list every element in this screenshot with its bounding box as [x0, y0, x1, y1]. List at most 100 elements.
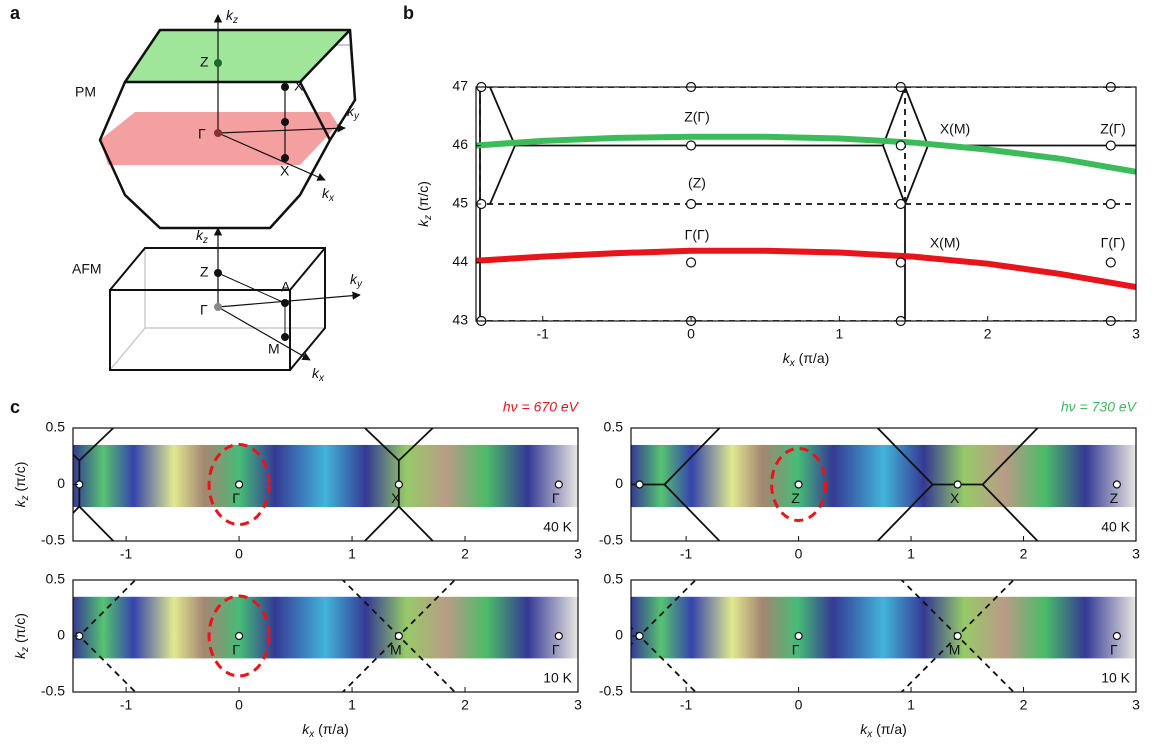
figure: a b c PM Z X Γ X kz ky kx AFM Z A Γ — [0, 0, 1152, 746]
axis-label-sub: y — [356, 279, 363, 290]
y-tick-label: 0.5 — [604, 419, 624, 435]
high-symmetry-point — [795, 633, 802, 640]
y-tick-label: 0 — [615, 627, 623, 643]
lattice-point — [896, 141, 905, 150]
zone-boundary — [883, 146, 905, 205]
annotation: (Z) — [688, 175, 706, 191]
plot-area — [0, 516, 578, 746]
temperature-label: 10 K — [543, 670, 572, 686]
axis-title: kx (π/a) — [302, 721, 349, 740]
x-tick-label: 1 — [348, 546, 356, 562]
y-tick-label: 43 — [452, 312, 468, 328]
pm-label: PM — [75, 84, 96, 100]
x-tick-label: 0 — [687, 326, 695, 342]
y-tick-label: 47 — [452, 78, 468, 94]
temperature-label: 40 K — [543, 519, 572, 535]
x-tick-label: 0 — [795, 546, 803, 562]
afm-zone — [110, 228, 360, 370]
spectral-map — [631, 597, 1136, 659]
x-tick-label: 3 — [1132, 697, 1140, 713]
annotation: Γ(Γ) — [685, 227, 710, 243]
point-label: Γ — [232, 490, 240, 506]
high-symmetry-point — [636, 481, 643, 488]
y-tick-label: 45 — [452, 195, 468, 211]
spectral-map — [73, 445, 578, 507]
annotation: Z(Γ) — [1100, 121, 1126, 137]
point-label: M — [390, 642, 402, 658]
x-tick-label: 0 — [795, 697, 803, 713]
axis-label: ky — [350, 271, 363, 290]
axis-title-rest: (π/a) — [872, 721, 907, 737]
y-tick-label: 46 — [452, 136, 468, 152]
high-symmetry-point — [555, 633, 562, 640]
zone-boundary — [490, 87, 515, 146]
plot-area — [520, 516, 1136, 746]
high-symmetry-point — [395, 633, 402, 640]
y-tick-label: 0 — [57, 627, 65, 643]
lattice-point — [1106, 141, 1115, 150]
point-label: Z — [200, 264, 209, 280]
point-label: Γ — [1110, 642, 1118, 658]
y-tick-label: -0.5 — [599, 683, 623, 699]
x-tick-label: 1 — [348, 697, 356, 713]
x-tick-label: 1 — [835, 326, 843, 342]
photon-energy: hν = 730 eV — [1061, 399, 1138, 415]
x-tick-label: 3 — [574, 546, 582, 562]
point-label: M — [268, 341, 280, 357]
x-tick-label: 2 — [1020, 697, 1028, 713]
spectral-map — [631, 445, 1136, 507]
point-label: Z — [791, 490, 800, 506]
afm-label: AFM — [72, 261, 102, 277]
x-tick-label: 0 — [235, 546, 243, 562]
axis-title-rest: (π/c) — [415, 181, 431, 215]
point-label: Γ — [232, 642, 240, 658]
high-symmetry-point — [954, 481, 961, 488]
y-tick-label: -0.5 — [599, 532, 623, 548]
axis-label-sub: x — [328, 193, 335, 204]
y-tick-label: 0.5 — [46, 419, 66, 435]
x-tick-label: 3 — [1132, 326, 1140, 342]
x-tick-label: 2 — [1020, 546, 1028, 562]
axis-label: kz — [226, 7, 238, 26]
high-symmetry-point — [1113, 481, 1120, 488]
axis-label: ky — [347, 103, 360, 122]
y-tick-label: 44 — [452, 253, 468, 269]
annotation: Z(Γ) — [684, 109, 710, 125]
point-label: Γ — [552, 490, 560, 506]
annotation: Γ(Γ) — [1101, 235, 1126, 251]
point-label: Γ — [200, 302, 208, 318]
plot-area — [560, 428, 1136, 541]
axis-title: kz (π/c) — [12, 613, 31, 659]
temperature-label: 10 K — [1101, 670, 1130, 686]
lattice-point — [687, 200, 696, 209]
annotation: X(M) — [940, 121, 970, 137]
high-symmetry-point — [395, 481, 402, 488]
zone-boundary — [883, 87, 905, 146]
axis-title-rest: (π/a) — [795, 350, 830, 366]
axis-label-sub: y — [353, 111, 360, 122]
point-label: Γ — [792, 642, 800, 658]
point-label: Z — [1110, 490, 1119, 506]
photon-energy: hν = 670 eV — [503, 399, 580, 415]
point-label: Γ — [198, 126, 206, 142]
x-tick-label: 3 — [1132, 546, 1140, 562]
axis-label: kz — [196, 227, 208, 246]
axis-label: kx — [312, 365, 325, 384]
annotation: X(M) — [930, 235, 960, 251]
series-line — [476, 251, 1136, 287]
lattice-point — [687, 141, 696, 150]
high-symmetry-point — [236, 633, 243, 640]
y-tick-label: 0.5 — [604, 571, 624, 587]
y-tick-label: -0.5 — [41, 683, 65, 699]
axis-title-rest: (π/c) — [12, 613, 28, 647]
axis-title: kx (π/a) — [860, 721, 907, 740]
plot-area — [45, 428, 578, 541]
high-symmetry-point — [1113, 633, 1120, 640]
x-tick-label: -1 — [680, 546, 693, 562]
x-tick-label: 0 — [235, 697, 243, 713]
point-label: X — [391, 490, 401, 506]
x-tick-label: -1 — [120, 697, 133, 713]
point-label: Z — [200, 54, 209, 70]
point-label: X — [294, 78, 304, 94]
series-line — [476, 137, 1136, 172]
